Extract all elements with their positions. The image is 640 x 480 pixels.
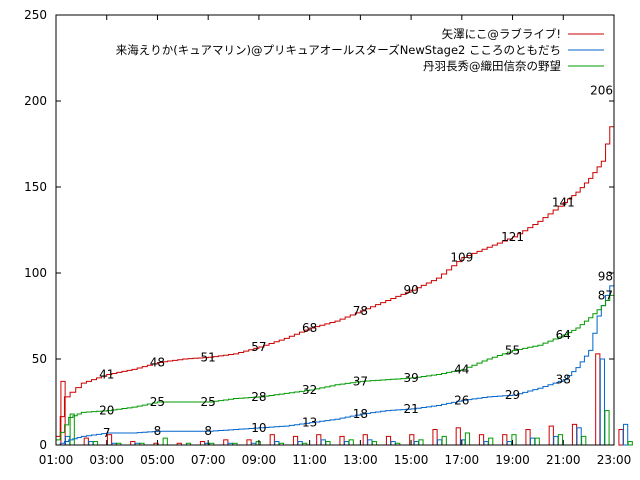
legend-label: 来海えりか(キュアマリン)@プリキュアオールスターズNewStage2 こころの… [116, 43, 561, 57]
series-line-2 [56, 276, 615, 446]
data-label: 64 [556, 328, 571, 342]
data-label: 37 [353, 374, 368, 388]
data-label: 141 [552, 195, 575, 209]
x-tick-label: 03:00 [89, 453, 124, 467]
x-tick-label: 23:00 [597, 453, 632, 467]
x-tick-label: 07:00 [191, 453, 226, 467]
y-tick-label: 200 [24, 94, 47, 108]
data-label: 7 [103, 426, 111, 440]
data-label: 41 [99, 367, 114, 381]
data-label: 8 [154, 424, 162, 438]
plot-frame [55, 14, 615, 446]
data-label: 38 [556, 373, 571, 387]
data-label: 25 [201, 395, 216, 409]
x-tick-label: 21:00 [546, 453, 581, 467]
series-line-3 [56, 291, 615, 441]
data-label: 51 [201, 350, 216, 364]
y-tick-label: 250 [24, 8, 47, 22]
data-label: 25 [150, 395, 165, 409]
data-label: 44 [454, 362, 469, 376]
axes: 0 50 100 150 200 250 01:00 03:00 05:00 07:00 09:00… [24, 8, 631, 467]
data-label: 78 [353, 304, 368, 318]
data-label: 39 [403, 371, 418, 385]
data-label: 29 [505, 388, 520, 402]
data-label: 20 [99, 404, 114, 418]
legend-label: 丹羽長秀@織田信奈の野望 [423, 59, 561, 73]
data-label: 10 [251, 421, 266, 435]
data-label: 18 [353, 407, 368, 421]
hourly-bar [627, 441, 633, 446]
x-tick-label: 11:00 [292, 453, 327, 467]
series-lines [56, 90, 615, 446]
y-tick-label: 150 [24, 180, 47, 194]
legend: 矢澤にこ@ラブライブ! 来海えりか(キュアマリン)@プリキュアオールスターズNew… [116, 27, 604, 73]
data-label: 8 [204, 424, 212, 438]
data-label: 32 [302, 383, 317, 397]
data-label: 121 [501, 230, 524, 244]
y-tick-label: 100 [24, 266, 47, 280]
x-tick-label: 15:00 [394, 453, 429, 467]
data-label: 28 [251, 390, 266, 404]
series-line-1 [56, 90, 615, 437]
x-tick-label: 09:00 [242, 453, 277, 467]
data-label: 26 [454, 393, 469, 407]
data-label: 98 [598, 269, 613, 283]
data-label: 206 [590, 84, 613, 98]
data-label: 109 [450, 251, 473, 265]
legend-label: 矢澤にこ@ラブライブ! [442, 27, 561, 41]
x-tick-label: 17:00 [445, 453, 480, 467]
data-label: 21 [403, 402, 418, 416]
y-tick-label: 0 [39, 438, 47, 452]
x-tick-label: 13:00 [343, 453, 378, 467]
x-tick-label: 01:00 [39, 453, 74, 467]
data-label: 48 [150, 355, 165, 369]
data-label: 90 [403, 283, 418, 297]
data-label: 55 [505, 343, 520, 357]
data-label: 68 [302, 321, 317, 335]
y-tick-label: 50 [32, 352, 47, 366]
data-label: 87 [598, 288, 613, 302]
data-label: 57 [251, 340, 266, 354]
data-label: 13 [302, 416, 317, 430]
x-tick-label: 19:00 [495, 453, 530, 467]
hourly-bar [623, 423, 629, 446]
x-tick-label: 05:00 [140, 453, 175, 467]
